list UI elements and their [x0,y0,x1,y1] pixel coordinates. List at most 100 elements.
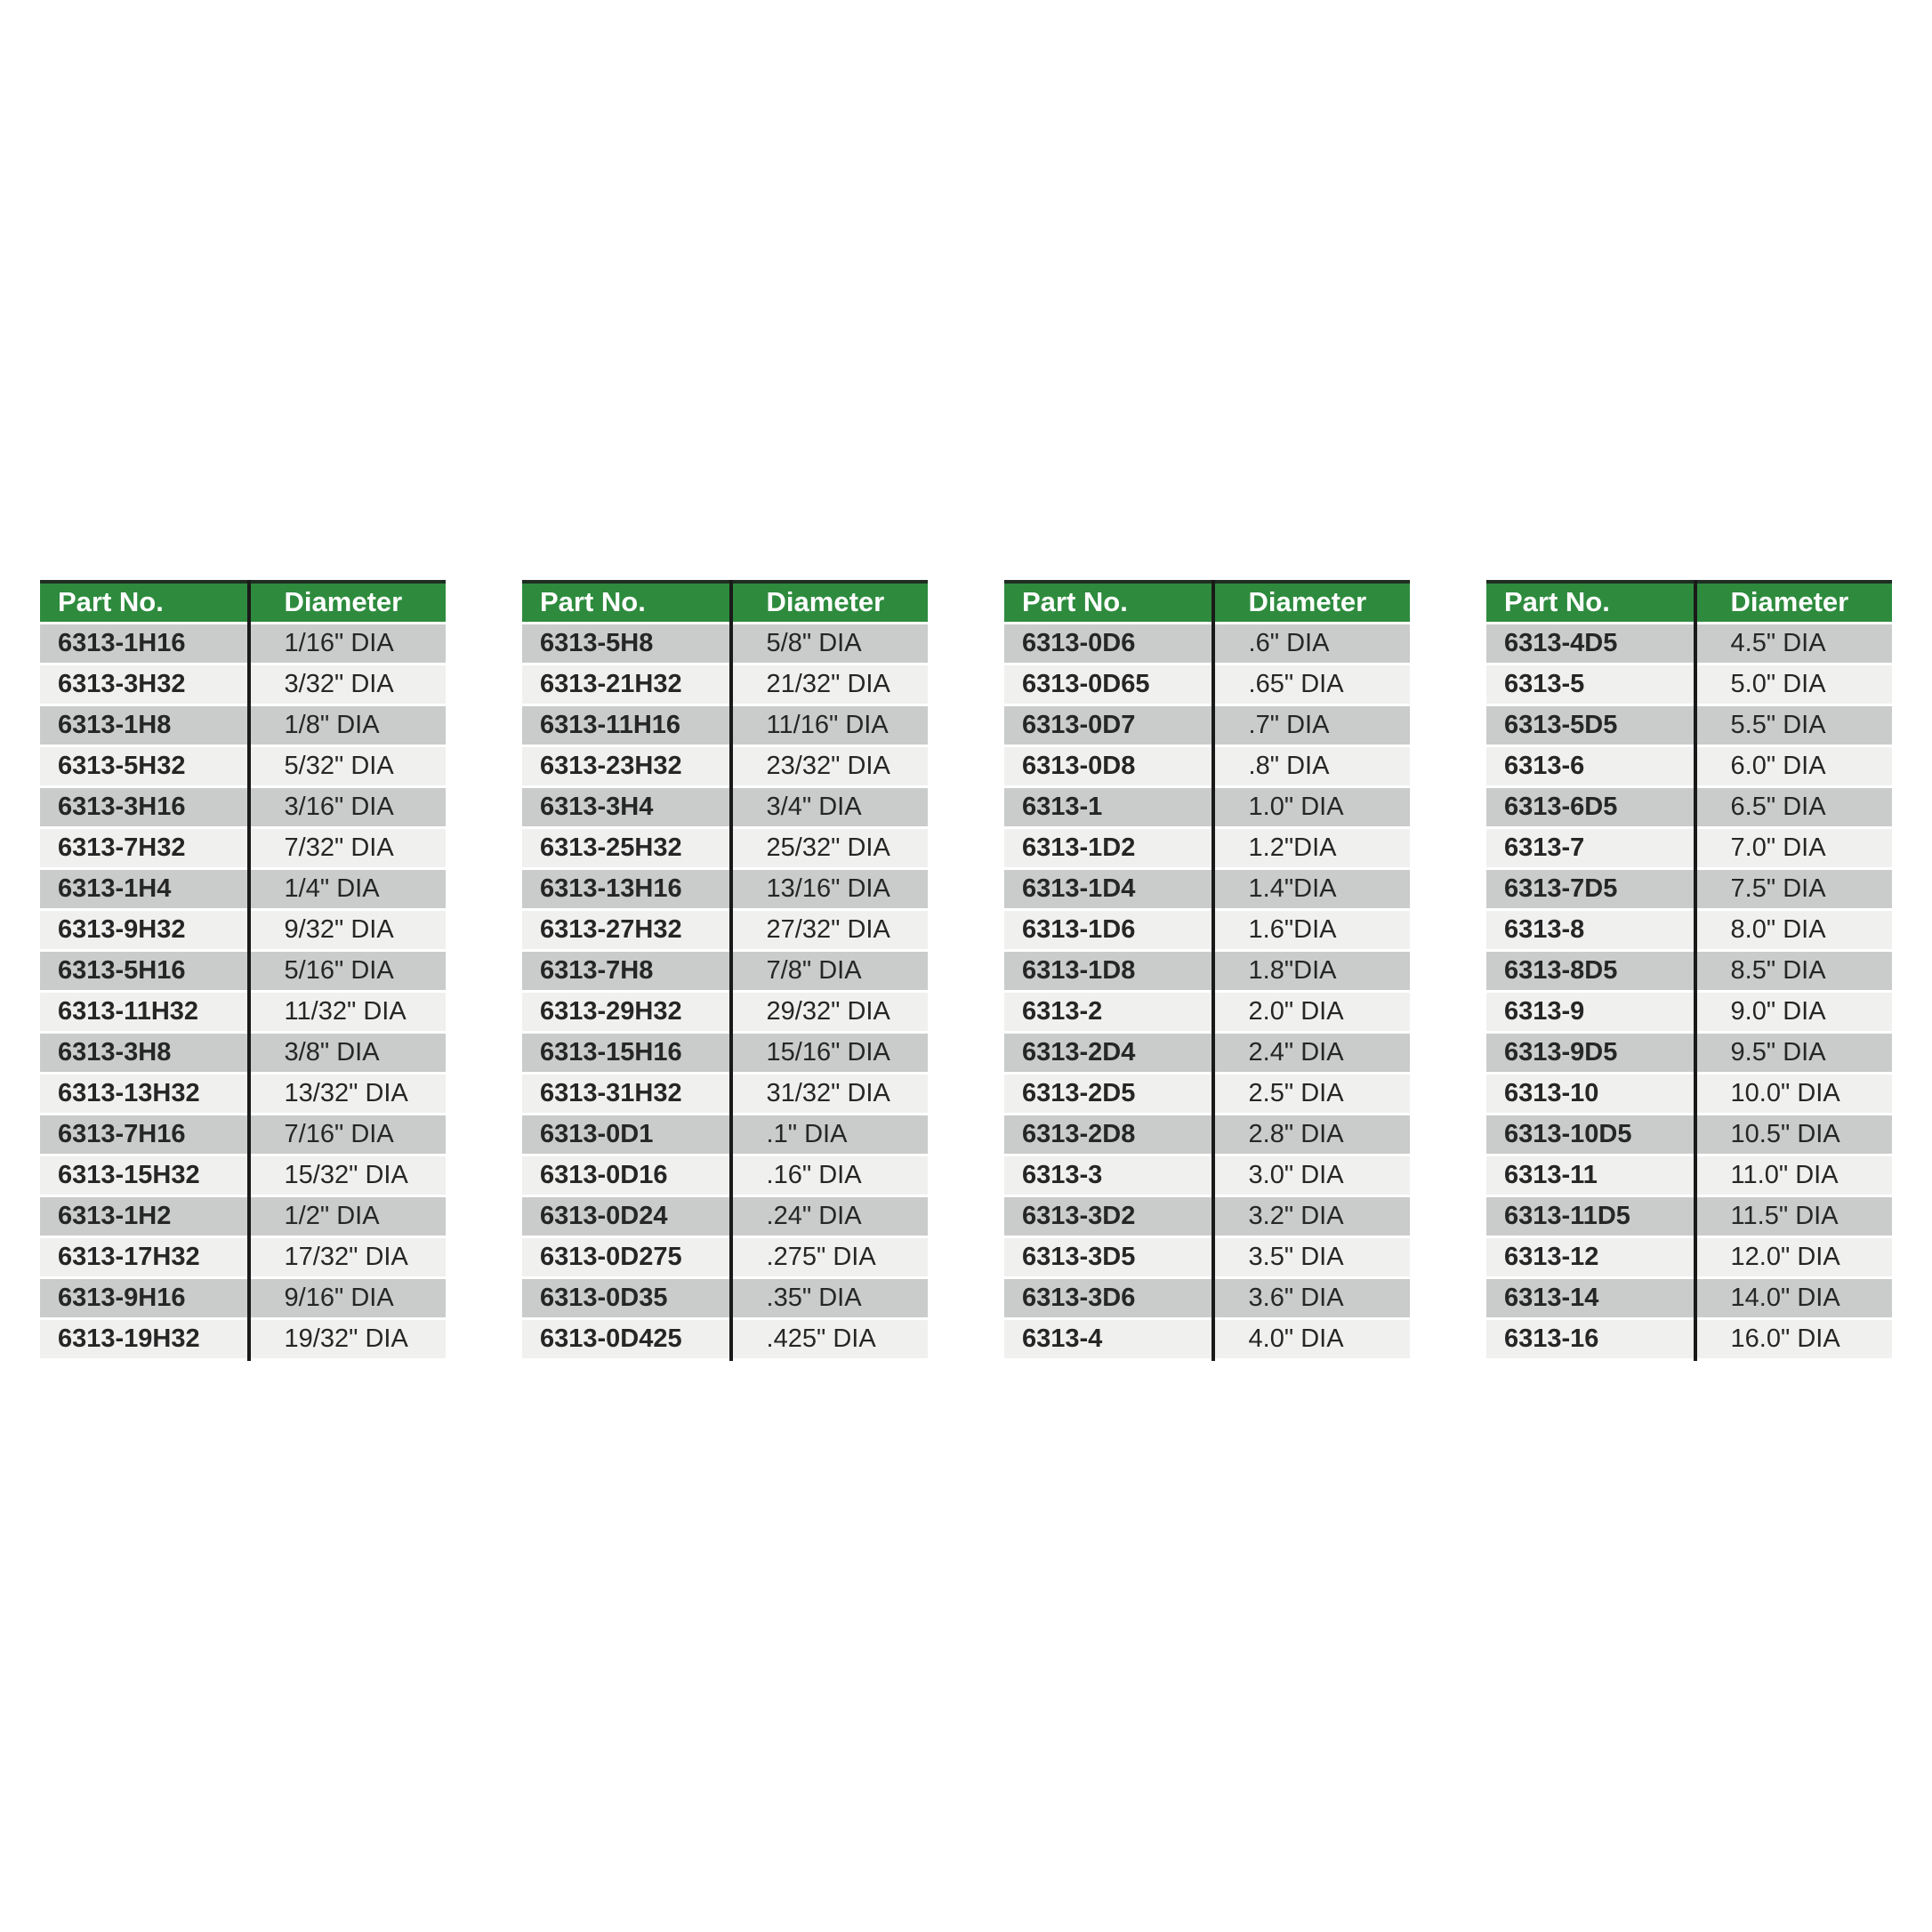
table-row: 6313-11H16 11/16" DIA [522,704,928,747]
part-no-cell: 6313-16 [1486,1318,1694,1361]
table-row: 6313-23H32 23/32" DIA [522,745,928,788]
table-row: 6313-31H32 31/32" DIA [522,1073,928,1115]
diameter-cell: 5/8" DIA [729,623,928,665]
part-no-cell: 6313-7H8 [522,950,729,993]
table-row: 6313-0D35.35" DIA [522,1277,928,1320]
table-row: 6313-9H32 9/32" DIA [40,909,446,952]
part-no-cell: 6313-10D5 [1486,1114,1694,1156]
diameter-cell: .24" DIA [729,1195,928,1238]
diameter-column-header: Diameter [1211,580,1410,624]
diameter-cell: 29/32" DIA [729,991,928,1034]
diameter-cell: .35" DIA [729,1277,928,1320]
part-no-cell: 6313-31H32 [522,1073,729,1115]
part-no-cell: 6313-9D5 [1486,1032,1694,1075]
table-row: 6313-5D5 5.5" DIA [1486,704,1892,747]
table-row: 6313-2D4 2.4" DIA [1004,1032,1410,1075]
diameter-cell: 23/32" DIA [729,745,928,788]
diameter-cell: .6" DIA [1211,623,1410,665]
table-row: 6313-4D5 4.5" DIA [1486,623,1892,665]
diameter-cell: .275" DIA [729,1236,928,1279]
diameter-cell: 3.5" DIA [1211,1236,1410,1279]
table-row: 6313-3D2 3.2" DIA [1004,1195,1410,1238]
part-no-cell: 6313-1D2 [1004,827,1212,870]
diameter-cell: 10.5" DIA [1693,1114,1892,1156]
diameter-cell: .8" DIA [1211,745,1410,788]
part-no-cell: 6313-0D6 [1004,623,1212,665]
diameter-cell: 9/16" DIA [246,1277,446,1320]
table-row: 6313-7H8 7/8" DIA [522,950,928,993]
diameter-cell: 16.0" DIA [1693,1318,1892,1361]
part-no-cell: 6313-9H32 [40,909,247,952]
part-no-cell: 6313-2D4 [1004,1032,1212,1075]
part-no-cell: 6313-15H32 [40,1155,247,1197]
part-no-cell: 6313-25H32 [522,827,729,870]
part-no-column-header: Part No. [522,580,729,624]
part-no-cell: 6313-1D8 [1004,950,1212,993]
part-no-cell: 6313-4D5 [1486,623,1694,665]
part-no-cell: 6313-0D7 [1004,704,1212,747]
table-row: 6313-7H16 7/16" DIA [40,1114,446,1156]
column-divider [1693,580,1697,1361]
part-no-cell: 6313-7 [1486,827,1694,870]
part-no-cell: 6313-3H8 [40,1032,247,1075]
diameter-cell: .65" DIA [1211,664,1410,706]
diameter-cell: 8.0" DIA [1693,909,1892,952]
diameter-cell: 15/32" DIA [246,1155,446,1197]
part-no-cell: 6313-13H32 [40,1073,247,1115]
diameter-cell: 1/4" DIA [246,868,446,911]
table-row: 6313-0D24.24" DIA [522,1195,928,1238]
diameter-cell: 3/32" DIA [246,664,446,706]
diameter-cell: 1.0" DIA [1211,786,1410,829]
diameter-cell: 5/32" DIA [246,745,446,788]
diameter-cell: .425" DIA [729,1318,928,1361]
diameter-cell: .1" DIA [729,1114,928,1156]
table-row: 6313-0D16.16" DIA [522,1155,928,1197]
table-row: 6313-27H32 27/32" DIA [522,909,928,952]
table-row: 6313-15H32 15/32" DIA [40,1155,446,1197]
diameter-column-header: Diameter [729,580,928,624]
table-row: 6313-7D5 7.5" DIA [1486,868,1892,911]
part-no-cell: 6313-29H32 [522,991,729,1034]
diameter-cell: 5/16" DIA [246,950,446,993]
diameter-cell: 9/32" DIA [246,909,446,952]
part-no-cell: 6313-21H32 [522,664,729,706]
diameter-cell: 9.5" DIA [1693,1032,1892,1075]
table-row: 6313-2D8 2.8" DIA [1004,1114,1410,1156]
table-row: 6313-25H32 25/32" DIA [522,827,928,870]
table-row: 6313-6 6.0" DIA [1486,745,1892,788]
table-row: 6313-16 16.0" DIA [1486,1318,1892,1361]
table-row: 6313-12 12.0" DIA [1486,1236,1892,1279]
diameter-cell: 3/8" DIA [246,1032,446,1075]
table-row: 6313-1H2 1/2" DIA [40,1195,446,1238]
table-row: 6313-0D8.8" DIA [1004,745,1410,788]
diameter-cell: 21/32" DIA [729,664,928,706]
table-row: 6313-1H4 1/4" DIA [40,868,446,911]
table-row: 6313-4 4.0" DIA [1004,1318,1410,1361]
diameter-cell: 9.0" DIA [1693,991,1892,1034]
part-no-cell: 6313-1D4 [1004,868,1212,911]
part-no-cell: 6313-9H16 [40,1277,247,1320]
part-no-cell: 6313-1H2 [40,1195,247,1238]
part-no-cell: 6313-1 [1004,786,1212,829]
table-row: 6313-1H16 1/16" DIA [40,623,446,665]
diameter-cell: 11/16" DIA [729,704,928,747]
table-row: 6313-7 7.0" DIA [1486,827,1892,870]
table-row: 6313-0D7.7" DIA [1004,704,1410,747]
table-row: 6313-9 9.0" DIA [1486,991,1892,1034]
part-no-cell: 6313-12 [1486,1236,1694,1279]
part-no-cell: 6313-0D24 [522,1195,729,1238]
table-row: 6313-14 14.0" DIA [1486,1277,1892,1320]
part-no-cell: 6313-0D425 [522,1318,729,1361]
parts-table-3: Part No. Diameter 6313-0D6.6" DIA 6313-0D65… [1004,580,1410,1361]
part-no-cell: 6313-0D35 [522,1277,729,1320]
diameter-cell: 8.5" DIA [1693,950,1892,993]
diameter-cell: 17/32" DIA [246,1236,446,1279]
table-row: 6313-1D4 1.4"DIA [1004,868,1410,911]
diameter-cell: 1/16" DIA [246,623,446,665]
header-row: Part No. Diameter [1486,580,1892,624]
part-no-cell: 6313-7D5 [1486,868,1694,911]
table-row: 6313-1D6 1.6"DIA [1004,909,1410,952]
table-row: 6313-10 10.0" DIA [1486,1073,1892,1115]
table-row: 6313-2 2.0" DIA [1004,991,1410,1034]
diameter-cell: 2.5" DIA [1211,1073,1410,1115]
